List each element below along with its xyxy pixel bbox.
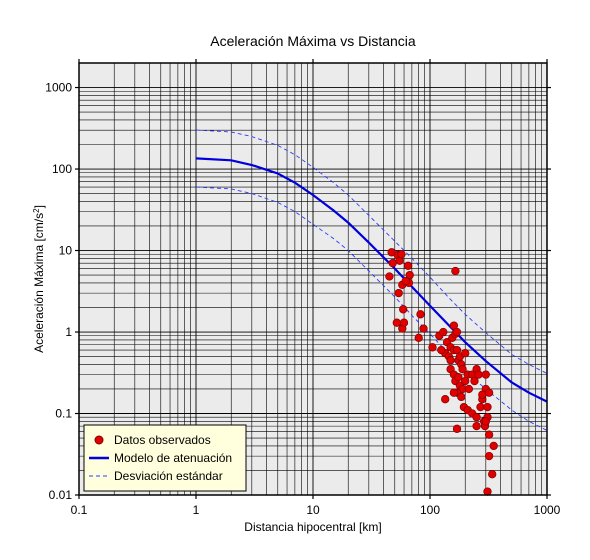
- y-tick-label: 0.01: [49, 488, 73, 502]
- observed-point: [394, 288, 403, 298]
- observed-point: [399, 305, 408, 314]
- y-tick-label: 0.1: [55, 407, 72, 421]
- observed-point: [484, 388, 494, 397]
- observed-point: [478, 390, 487, 399]
- legend-model-label: Modelo de atenuación: [114, 451, 232, 465]
- observed-point: [388, 258, 397, 268]
- observed-point: [419, 324, 428, 333]
- observed-point: [452, 327, 462, 337]
- stddev-line: [195, 129, 548, 374]
- y-tick-label: 10: [59, 244, 73, 258]
- chart-title: Aceleración Máxima vs Distancia: [210, 33, 416, 49]
- observed-point: [397, 250, 406, 259]
- observed-points: [385, 248, 498, 496]
- observed-point: [481, 370, 490, 379]
- x-tick-label: 10: [306, 503, 320, 517]
- observed-point: [470, 376, 479, 386]
- legend-observed-label: Datos observados: [114, 433, 211, 447]
- observed-point: [401, 277, 410, 286]
- x-tick-label: 1: [193, 503, 200, 517]
- legend-box: [83, 424, 247, 492]
- observed-point: [464, 384, 474, 394]
- x-tick-label: 100: [420, 503, 440, 517]
- observed-point: [452, 424, 462, 433]
- observed-point: [439, 327, 448, 337]
- observed-point: [454, 372, 463, 382]
- observed-point: [476, 402, 485, 412]
- observed-point: [428, 343, 437, 352]
- observed-point: [489, 441, 498, 451]
- observed-point: [414, 333, 423, 342]
- model-line: [195, 157, 548, 403]
- y-tick-label: 1: [65, 325, 72, 339]
- observed-point: [488, 470, 497, 479]
- observed-point: [483, 402, 492, 412]
- observed-point: [461, 349, 470, 358]
- y-tick-label: 100: [52, 162, 72, 176]
- observed-point: [437, 345, 446, 355]
- observed-point: [461, 376, 470, 386]
- stddev-line: [195, 186, 548, 431]
- observed-point: [451, 266, 460, 276]
- x-tick-label: 0.1: [71, 503, 88, 517]
- model-lines: [195, 129, 548, 431]
- observed-point: [484, 451, 494, 461]
- observed-point: [472, 421, 481, 431]
- x-axis-label: Distancia hipocentral [km]: [244, 520, 381, 534]
- observed-point: [399, 318, 409, 327]
- observed-point: [416, 310, 425, 319]
- observed-point: [446, 356, 455, 365]
- x-tick-label: 1000: [534, 503, 561, 517]
- observed-point: [441, 395, 450, 404]
- y-tick-label: 1000: [45, 81, 72, 95]
- observed-point: [472, 413, 481, 422]
- observed-point: [458, 365, 467, 374]
- observed-point: [385, 272, 394, 281]
- legend-stddev-label: Desviación estándar: [114, 469, 223, 483]
- observed-point: [474, 370, 483, 379]
- y-axis-label: Aceleración Máxima [cm/s2]: [32, 205, 47, 353]
- observed-point: [457, 392, 466, 402]
- legend: Datos observados Modelo de atenuación De…: [83, 424, 247, 492]
- observed-point: [449, 388, 459, 397]
- observed-point: [481, 417, 490, 426]
- axis-ticks: [75, 59, 551, 499]
- observed-point: [484, 430, 494, 439]
- observed-point: [392, 318, 401, 327]
- legend-observed-marker: [94, 435, 104, 445]
- observed-point: [403, 261, 413, 270]
